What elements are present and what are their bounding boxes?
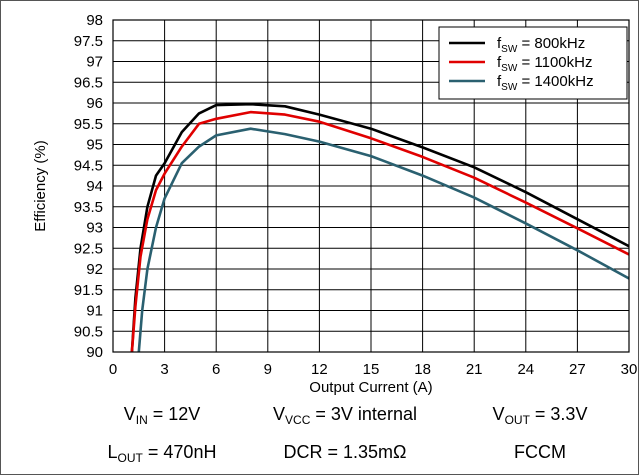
x-tick-label: 12: [311, 361, 328, 378]
x-tick-label: 21: [466, 361, 483, 378]
y-tick-label: 94.5: [74, 157, 103, 174]
x-tick-label: 15: [363, 361, 380, 378]
y-tick-label: 93: [86, 220, 103, 237]
y-tick-label: 91.5: [74, 282, 103, 299]
y-tick-label: 94: [86, 178, 103, 195]
legend-entry: fSW = 1400kHz: [497, 73, 594, 93]
x-tick-label: 18: [414, 361, 431, 378]
y-tick-label: 90: [86, 344, 103, 361]
x-tick-label: 30: [621, 361, 638, 378]
series-line-800khz: [130, 102, 629, 352]
x-tick-label: 9: [264, 361, 272, 378]
series-line-1400khz: [137, 127, 629, 352]
y-tick-label: 97.5: [74, 33, 103, 50]
y-tick-label: 91: [86, 303, 103, 320]
y-tick-label: 93.5: [74, 199, 103, 216]
series-line-1100khz: [130, 110, 629, 352]
y-tick-label: 98: [86, 12, 103, 29]
legend-entry: fSW = 800kHz: [497, 35, 585, 55]
x-tick-label: 3: [160, 361, 168, 378]
y-tick-label: 97: [86, 54, 103, 71]
conditions-row-1: VIN = 12V VVCC = 3V internal VOUT = 3.3V: [0, 404, 639, 434]
legend-entry: fSW = 1100kHz: [497, 54, 592, 74]
condition-vvcc: VVCC = 3V internal: [273, 404, 417, 427]
y-tick-label: 96: [86, 95, 103, 112]
condition-vout: VOUT = 3.3V: [492, 404, 588, 427]
x-tick-label: 24: [517, 361, 534, 378]
x-tick-label: 6: [212, 361, 220, 378]
condition-lout: LOUT = 470nH: [107, 442, 217, 465]
conditions-row-2: LOUT = 470nH DCR = 1.35mΩ FCCM: [0, 442, 639, 472]
x-tick-label: 27: [569, 361, 586, 378]
condition-vin: VIN = 12V: [123, 404, 201, 427]
plot-border: [112, 19, 630, 353]
y-tick-label: 96.5: [74, 74, 103, 91]
y-tick-label: 92.5: [74, 240, 103, 257]
condition-mode: FCCM: [514, 442, 566, 462]
x-axis-label: Output Current (A): [309, 379, 432, 396]
y-tick-label: 92: [86, 261, 103, 278]
y-axis-label: Efficiency (%): [32, 140, 49, 231]
condition-dcr: DCR = 1.35mΩ: [283, 442, 407, 462]
y-tick-label: 95.5: [74, 116, 103, 133]
x-tick-label: 0: [109, 361, 117, 378]
y-tick-label: 90.5: [74, 323, 103, 340]
y-tick-label: 95: [86, 137, 103, 154]
